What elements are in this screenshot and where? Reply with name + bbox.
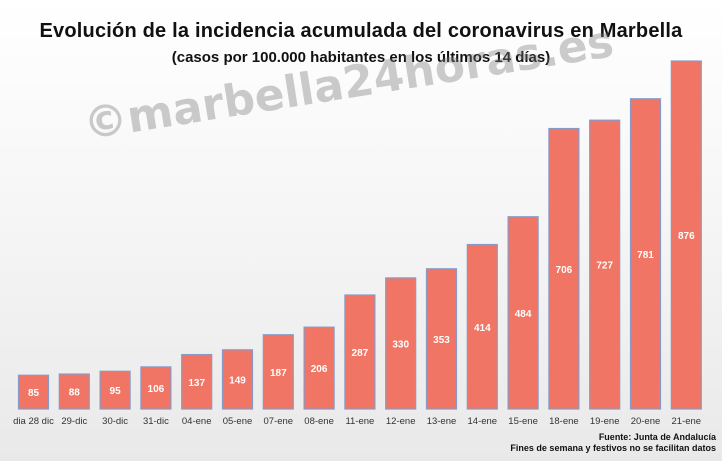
data-label: 727 bbox=[596, 261, 613, 272]
data-label: 88 bbox=[69, 388, 81, 399]
data-label: 414 bbox=[474, 323, 491, 334]
source-note: Fuente: Junta de Andalucía Fines de sema… bbox=[510, 432, 716, 454]
data-label: 137 bbox=[188, 378, 205, 389]
data-label: 484 bbox=[515, 309, 532, 320]
data-label: 85 bbox=[28, 388, 40, 399]
x-tick-label: 30-dic bbox=[102, 416, 128, 427]
data-label: 781 bbox=[637, 250, 654, 261]
x-tick-label: 12-ene bbox=[386, 416, 416, 427]
x-tick-label: 29-dic bbox=[61, 416, 87, 427]
x-tick-label: 19-ene bbox=[590, 416, 620, 427]
chart-subtitle: (casos por 100.000 habitantes en los últ… bbox=[171, 49, 551, 66]
data-label: 95 bbox=[110, 386, 122, 397]
x-tick-label: 14-ene bbox=[468, 416, 498, 427]
x-tick-label: 18-ene bbox=[549, 416, 579, 427]
data-label: 330 bbox=[392, 339, 409, 350]
x-tick-label: 11-ene bbox=[345, 416, 374, 427]
data-label: 287 bbox=[352, 348, 369, 359]
bar-14-ene bbox=[466, 243, 498, 410]
data-label: 353 bbox=[433, 335, 450, 346]
data-label: 706 bbox=[556, 265, 573, 276]
footnote-label: Fines de semana y festivos no se facilit… bbox=[510, 443, 716, 453]
bar-31-dic bbox=[140, 366, 172, 410]
bar-04-ene bbox=[181, 353, 213, 410]
x-tick-label: 07-ene bbox=[264, 416, 294, 427]
bar-12-ene bbox=[385, 277, 417, 410]
source-label: Fuente: Junta de Andalucía bbox=[598, 432, 716, 442]
x-tick-label: dia 28 dic bbox=[13, 416, 54, 427]
bar-13-ene bbox=[425, 268, 458, 410]
bar-05-ene bbox=[221, 349, 254, 410]
x-tick-label: 31-dic bbox=[143, 416, 169, 427]
data-label: 149 bbox=[229, 375, 246, 386]
x-tick-label: 21-ene bbox=[672, 416, 702, 427]
bar-08-ene bbox=[303, 326, 335, 410]
data-label: 876 bbox=[678, 231, 695, 242]
data-label: 187 bbox=[270, 368, 287, 379]
data-label: 106 bbox=[148, 384, 165, 395]
bar-18-ene bbox=[548, 127, 580, 410]
x-tick-label: 05-ene bbox=[223, 416, 253, 427]
bar-29-dic bbox=[58, 373, 90, 410]
bar-19-ene bbox=[589, 119, 621, 410]
x-tick-label: 08-ene bbox=[304, 416, 334, 427]
bar-11-ene bbox=[344, 294, 376, 410]
x-tick-label: 04-ene bbox=[182, 416, 212, 427]
bar-21-ene bbox=[670, 60, 702, 410]
data-label: 206 bbox=[311, 364, 328, 375]
bar-30-dic bbox=[99, 370, 131, 410]
x-tick-label: 13-ene bbox=[427, 416, 457, 427]
x-tick-label: 20-ene bbox=[631, 416, 661, 427]
chart-title: Evolución de la incidencia acumulada del… bbox=[39, 20, 683, 42]
bar-07-ene bbox=[262, 334, 294, 410]
x-tick-label: 15-ene bbox=[508, 416, 538, 427]
bar-dia 28 dic bbox=[17, 374, 50, 410]
bar-15-ene bbox=[507, 216, 539, 410]
bar-20-ene bbox=[629, 98, 662, 410]
